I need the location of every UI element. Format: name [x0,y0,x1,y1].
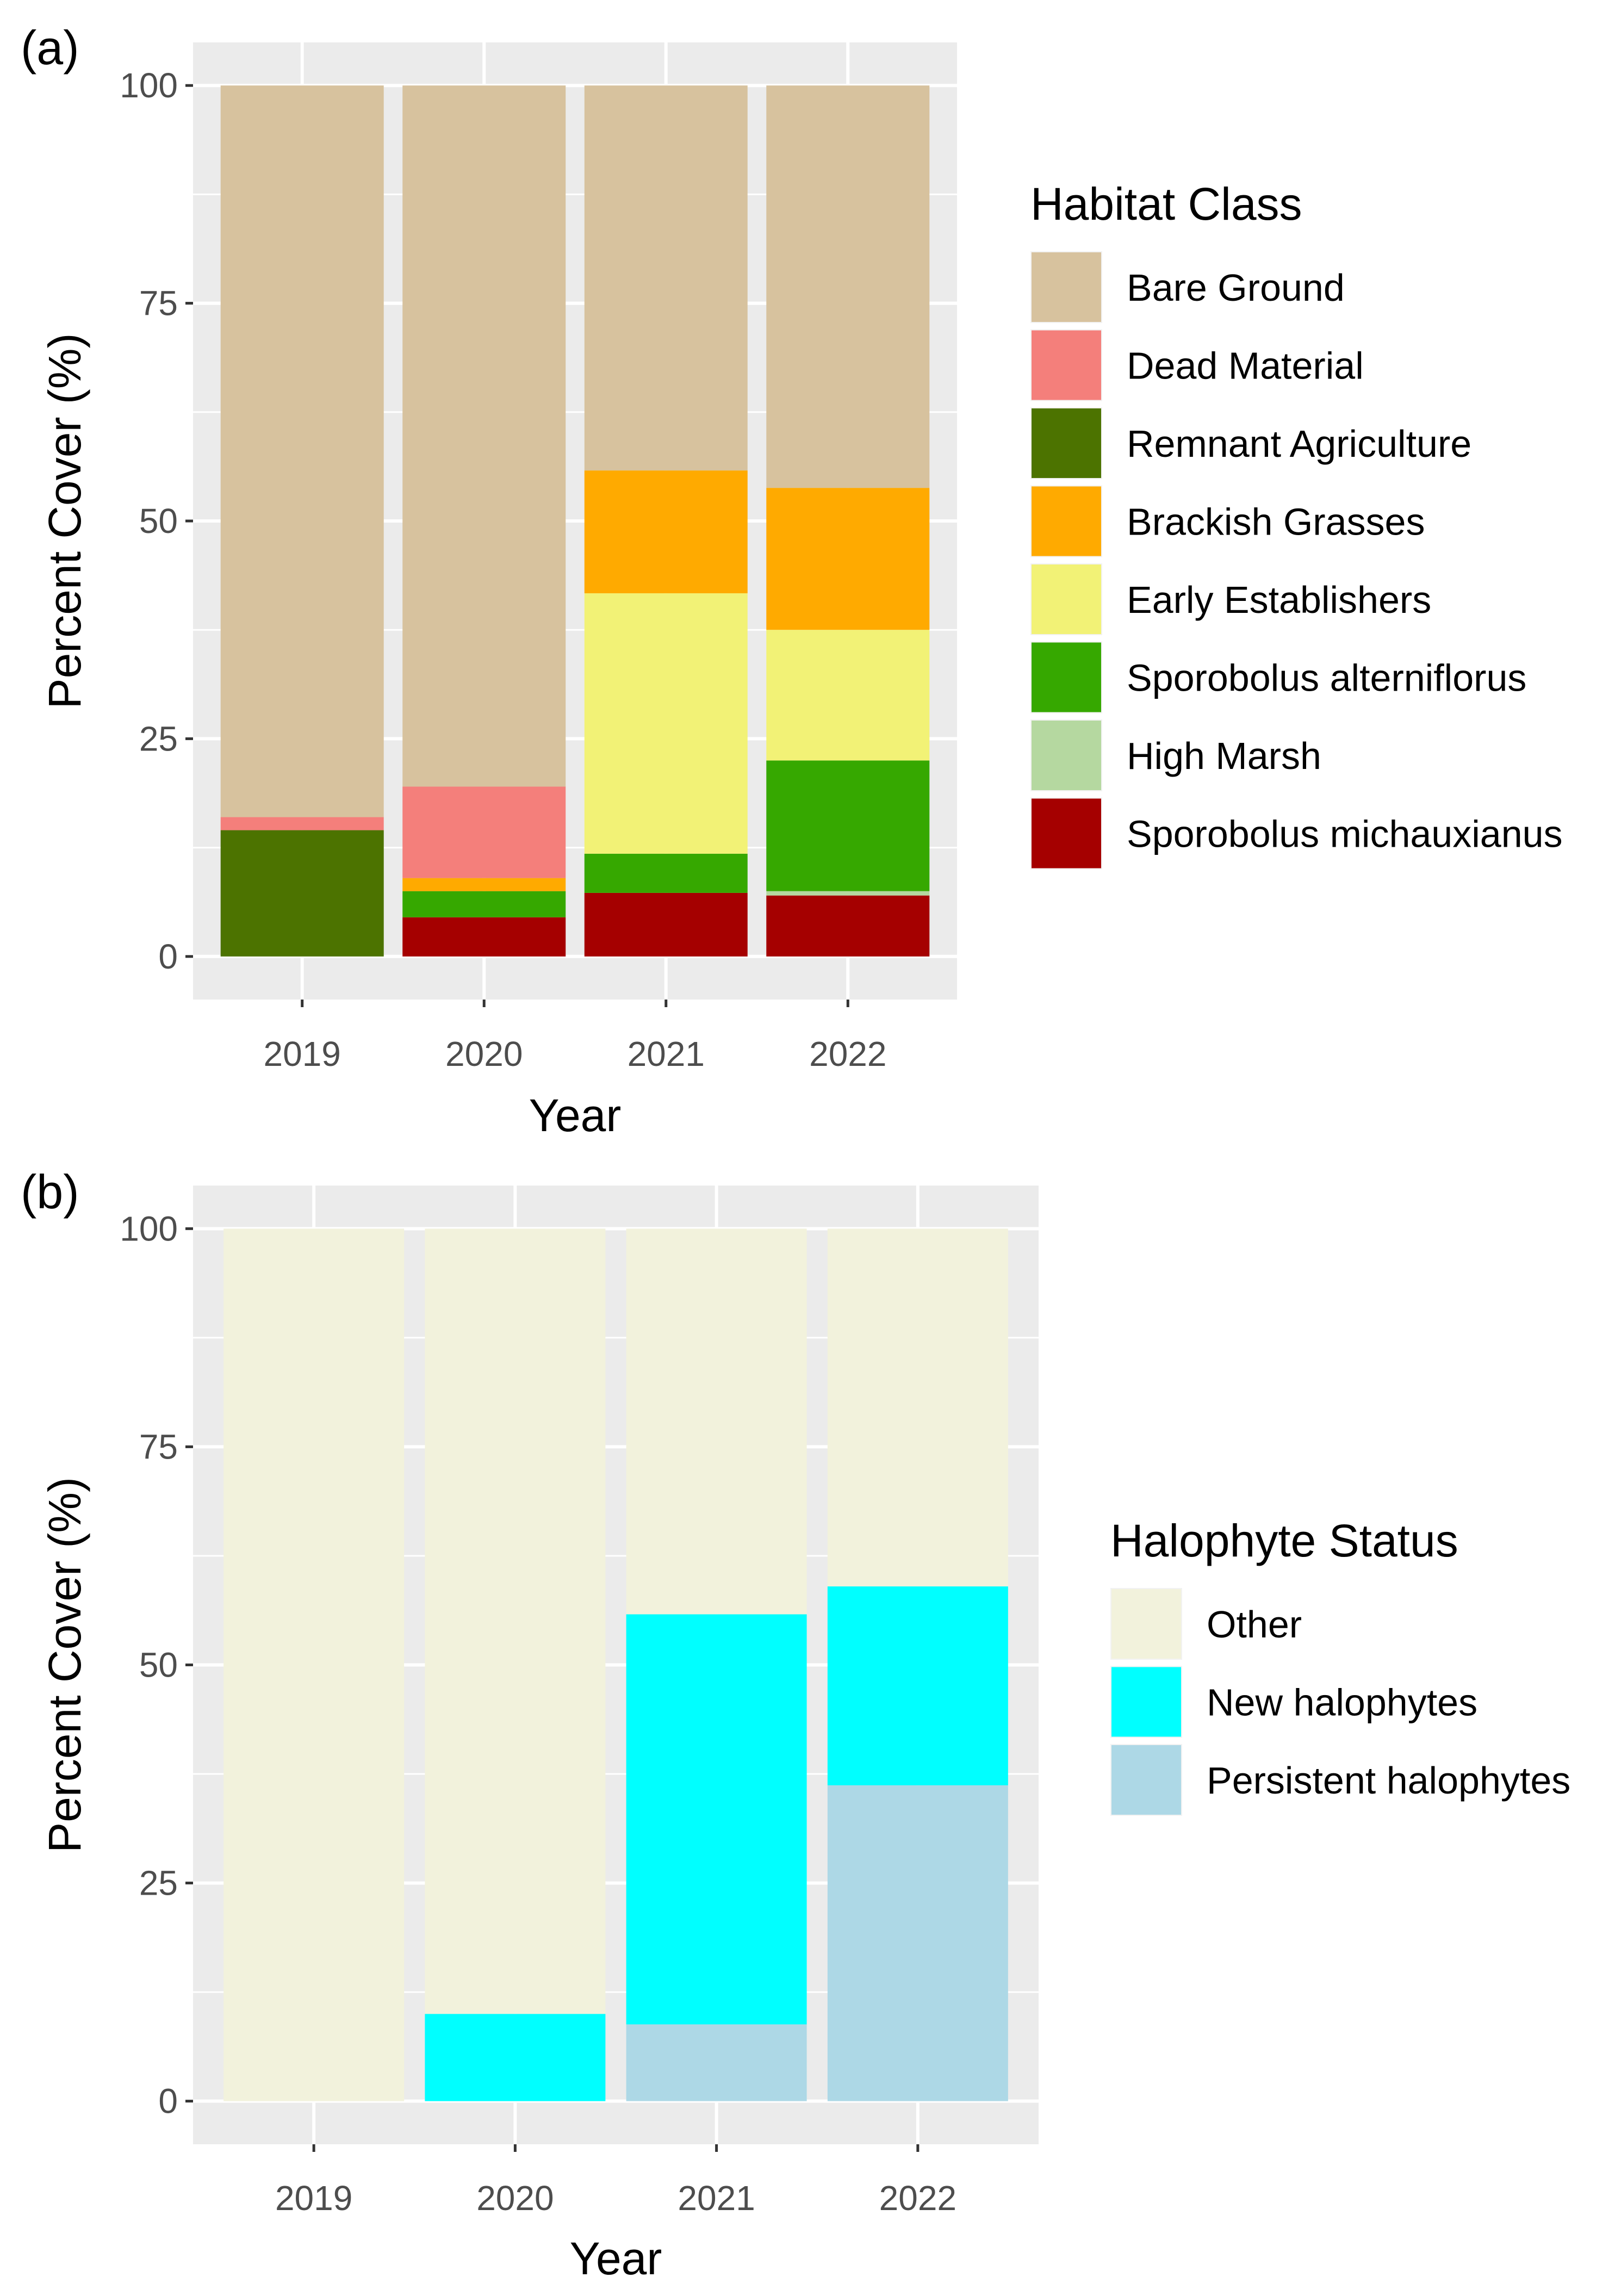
bar-segment [402,85,566,787]
bar-segment [425,1228,606,2014]
bar-segment [626,1614,807,2025]
legend-label: Sporobolus michauxianus [1127,813,1563,855]
bar-segment [402,891,566,917]
panel-b: 0 25 50 75 100 2019 2020 2021 2022 Year Percent Co… [21,1165,1570,2284]
bar-segment [766,895,930,957]
bar-segment [766,891,930,896]
bar-segment [584,470,748,593]
bar-segment [220,817,384,830]
legend-swatch [1032,564,1101,634]
bar-segment [766,760,930,891]
y-tick-label: 0 [158,937,178,976]
legend-label: New halophytes [1207,1681,1477,1724]
bar-segment [402,786,566,878]
legend-swatch [1032,721,1101,790]
bar-segment [402,917,566,957]
x-tick-label: 2022 [809,1034,886,1073]
x-axis-title: Year [529,1090,622,1141]
bar-segment [584,593,748,854]
bar-segment [425,2014,606,2101]
bar-segment [220,85,384,817]
x-tick-label: 2019 [264,1034,341,1073]
bar-segment [766,488,930,630]
legend-swatch [1032,486,1101,556]
y-tick-label: 100 [120,1209,178,1248]
bar-segment [402,878,566,891]
legend: Halophyte Status Other New halophytes Persi… [1110,1515,1570,1816]
x-tick-label: 2020 [476,2179,554,2218]
x-tick-label: 2021 [628,1034,705,1073]
legend-label: Early Establishers [1127,579,1431,621]
x-axis-title: Year [570,2233,662,2284]
legend-swatch [1032,330,1101,400]
bar-segment [220,830,384,957]
legend-label: Brackish Grasses [1127,501,1425,543]
y-tick-label: 100 [120,66,178,105]
bar-segment [766,630,930,761]
panel-label: (a) [21,21,79,75]
legend-swatch [1032,642,1101,712]
bar-segment [626,1228,807,1615]
legend-swatch [1032,252,1101,322]
legend-title: Halophyte Status [1110,1515,1458,1566]
bar-segment [584,85,748,471]
legend-label: Other [1207,1603,1302,1646]
bar-segment [827,1785,1008,2101]
bar-segment [766,85,930,488]
legend-label: Persistent halophytes [1207,1759,1570,1802]
y-axis-title: Percent Cover (%) [39,333,90,709]
y-tick-label: 25 [139,719,178,758]
y-tick-label: 75 [139,1427,178,1466]
panel-label: (b) [21,1165,79,1219]
x-tick-label: 2022 [879,2179,956,2218]
legend-title: Habitat Class [1030,178,1302,229]
y-tick-label: 50 [139,1646,178,1685]
x-tick-label: 2020 [445,1034,523,1073]
y-axis-title: Percent Cover (%) [39,1477,90,1853]
bar-segment [827,1586,1008,1785]
bar-segment [584,853,748,893]
legend-label: Bare Ground [1127,266,1345,309]
x-tick-label: 2019 [275,2179,352,2218]
legend-swatch [1032,798,1101,868]
legend-swatch [1111,1667,1181,1737]
y-tick-label: 25 [139,1864,178,1903]
panel-a: 0 25 50 75 100 2019 2020 2021 2022 Year Percent Co… [21,21,1563,1141]
y-tick-label: 75 [139,284,178,323]
legend-label: Dead Material [1127,345,1364,387]
bar-segment [584,892,748,957]
bar-segment [626,2024,807,2101]
legend-swatch [1032,408,1101,478]
bar-segment [223,1228,405,2101]
bar-segment [827,1228,1008,1587]
legend: Habitat Class Bare Ground Dead Material Rem… [1030,178,1563,870]
legend-swatch [1111,1745,1181,1815]
x-tick-label: 2021 [678,2179,755,2218]
y-tick-label: 0 [158,2082,178,2121]
legend-label: Remnant Agriculture [1127,423,1471,465]
legend-swatch [1111,1589,1181,1659]
legend-label: High Marsh [1127,735,1321,777]
y-tick-label: 50 [139,501,178,541]
legend-label: Sporobolus alterniflorus [1127,657,1526,699]
